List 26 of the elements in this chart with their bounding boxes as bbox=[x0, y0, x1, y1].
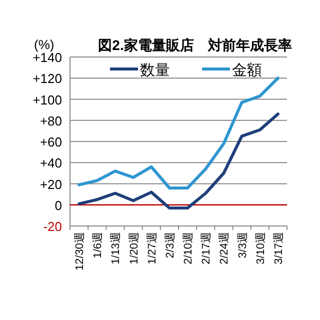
x-tick-label: 3/17週 bbox=[272, 232, 285, 264]
x-tick-label: 1/27週 bbox=[146, 232, 158, 264]
x-tick-label: 2/24週 bbox=[218, 232, 231, 264]
y-tick-label: +80 bbox=[40, 113, 62, 128]
y-tick-label: +100 bbox=[32, 92, 62, 108]
x-tick-label: 3/10週 bbox=[254, 232, 267, 264]
x-tick-label: 2/17週 bbox=[200, 232, 213, 264]
x-tick-label: 1/20週 bbox=[128, 232, 140, 264]
x-tick-label: 2/3週 bbox=[164, 232, 176, 258]
x-tick-label: 3/3週 bbox=[236, 232, 249, 258]
chart-title: 図2.家電量販店 対前年成長率 bbox=[98, 37, 292, 53]
y-axis-title: (%) bbox=[34, 37, 54, 52]
y-tick-label: +20 bbox=[40, 176, 62, 192]
x-tick-label: 1/13週 bbox=[110, 232, 122, 264]
x-tick-label: 12/30週 bbox=[74, 232, 86, 271]
x-tick-label: 2/10週 bbox=[182, 232, 195, 264]
y-tick-label: -20 bbox=[43, 219, 62, 234]
y-tick-label: +120 bbox=[32, 71, 62, 86]
legend-label: 数量 bbox=[140, 62, 170, 79]
line-series bbox=[78, 112, 280, 210]
y-tick-label: +40 bbox=[40, 156, 62, 171]
line-series bbox=[78, 76, 280, 190]
x-tick-label: 1/6週 bbox=[92, 232, 104, 258]
y-tick-label: +60 bbox=[40, 134, 62, 150]
y-tick-label: 0 bbox=[54, 198, 62, 213]
legend-label: 金額 bbox=[232, 62, 262, 79]
